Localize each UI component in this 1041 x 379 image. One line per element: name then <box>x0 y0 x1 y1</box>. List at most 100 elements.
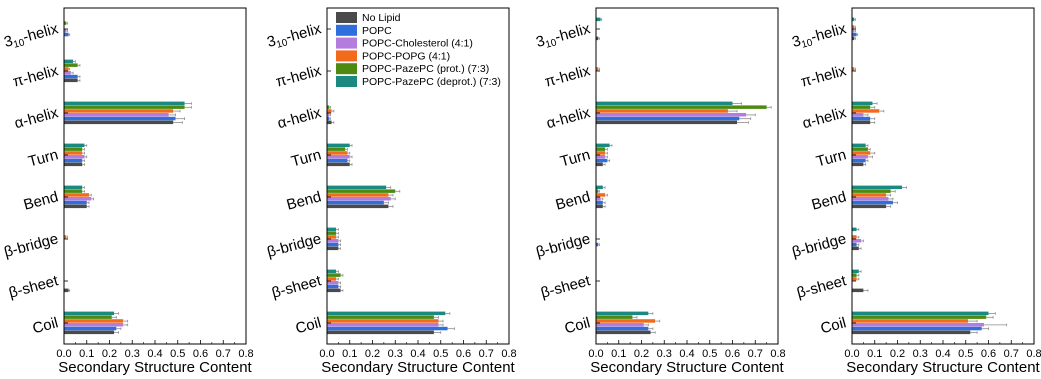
category-label: Turn <box>558 146 592 170</box>
bar <box>327 281 339 285</box>
legend-swatch <box>336 12 357 23</box>
bar <box>327 284 339 289</box>
x-tick-label: 0.4 <box>679 348 694 360</box>
bar <box>852 200 893 205</box>
x-tick-label: 0.3 <box>657 348 672 360</box>
bar <box>327 330 434 335</box>
x-tick-label: 0.2 <box>102 348 117 360</box>
category-label: β-bridge <box>534 230 592 261</box>
bar <box>327 227 337 232</box>
bar <box>596 67 599 71</box>
x-tick-label: 0.0 <box>588 348 603 360</box>
bar <box>596 242 599 247</box>
bar <box>64 162 83 167</box>
bar <box>852 105 871 109</box>
category-label: Bend <box>810 188 848 213</box>
bar <box>64 120 174 125</box>
legend-swatch <box>336 24 357 36</box>
bar <box>327 113 330 117</box>
x-tick-label: 0.6 <box>193 348 208 360</box>
bar <box>596 197 601 201</box>
category-label: Bend <box>285 188 323 213</box>
x-tick-label: 0.6 <box>981 348 996 360</box>
category-label: Coil <box>294 314 323 337</box>
bar <box>596 330 651 335</box>
bar <box>596 113 747 117</box>
bar <box>596 36 599 41</box>
bar <box>327 288 341 293</box>
category-label: α-helix <box>13 104 61 132</box>
bar <box>596 147 606 151</box>
x-tick-label: 0.6 <box>456 348 471 360</box>
x-tick-label: 0.2 <box>365 348 380 360</box>
bar <box>64 330 115 335</box>
x-tick-label: 0.0 <box>56 348 71 360</box>
category-label: π-helix <box>543 62 593 91</box>
x-axis-title: Secondary Structure Content <box>590 359 784 376</box>
bar <box>596 17 601 22</box>
bar <box>64 204 87 209</box>
chart-panel-1: 310-helix π-helix α-helix Turn Bend β-bridge β… <box>2 7 254 376</box>
bar <box>596 162 603 167</box>
bar <box>64 189 83 193</box>
bar <box>852 242 857 247</box>
category-label: Coil <box>31 314 60 337</box>
bar <box>64 116 176 121</box>
bar <box>64 158 83 163</box>
x-tick-label: 0.5 <box>170 348 185 360</box>
category-label: 310-helix <box>265 20 324 52</box>
bar <box>64 197 92 201</box>
bar <box>64 78 78 83</box>
chart-panel-4: 310-helix π-helix α-helix Turn Bend β-bridge β… <box>790 7 1041 376</box>
plot-frame <box>595 7 779 345</box>
x-tick-label: 0.8 <box>501 348 516 360</box>
category-label: Coil <box>563 314 592 337</box>
bar <box>327 273 341 277</box>
bar <box>852 311 989 316</box>
plot-frame <box>63 7 247 345</box>
x-axis-title: Secondary Structure Content <box>58 359 252 376</box>
category-label: β-sheet <box>7 272 61 302</box>
bar <box>852 288 864 293</box>
bar <box>852 116 871 121</box>
bar <box>852 269 859 274</box>
bar <box>852 158 866 163</box>
bar <box>852 143 866 148</box>
category-label: Bend <box>22 188 60 213</box>
bar <box>596 109 728 113</box>
bar <box>327 197 391 201</box>
bar <box>852 193 887 197</box>
bar <box>852 113 864 117</box>
chart-panel-3: 310-helix π-helix α-helix Turn Bend β-bridge β… <box>534 7 786 376</box>
bar <box>596 189 599 193</box>
bar <box>596 323 644 327</box>
x-tick-label: 0.1 <box>342 348 357 360</box>
bar <box>852 246 859 251</box>
legend-entry: POPC <box>362 25 392 37</box>
bar <box>852 36 855 41</box>
x-tick-label: 0.1 <box>79 348 94 360</box>
x-tick-label: 0.2 <box>634 348 649 360</box>
bar <box>327 155 350 159</box>
bar <box>596 319 656 323</box>
x-axis-title: Secondary Structure Content <box>846 359 1040 376</box>
bar <box>64 101 185 106</box>
category-label: π-helix <box>799 62 849 91</box>
bar <box>852 239 862 243</box>
category-label: Turn <box>814 146 848 170</box>
x-tick-label: 0.8 <box>238 348 253 360</box>
bar <box>327 319 439 323</box>
bar <box>596 105 767 109</box>
bar <box>852 17 855 22</box>
x-tick-label: 0.1 <box>611 348 626 360</box>
bar <box>64 319 124 323</box>
legend-entry: POPC-POPG (4:1) <box>362 50 450 62</box>
bar <box>596 158 608 163</box>
bar <box>327 162 350 167</box>
bar <box>64 193 90 197</box>
bar <box>327 147 346 151</box>
bar <box>852 189 891 193</box>
category-label: β-sheet <box>539 272 593 302</box>
bar <box>64 143 85 148</box>
bar <box>852 330 971 335</box>
